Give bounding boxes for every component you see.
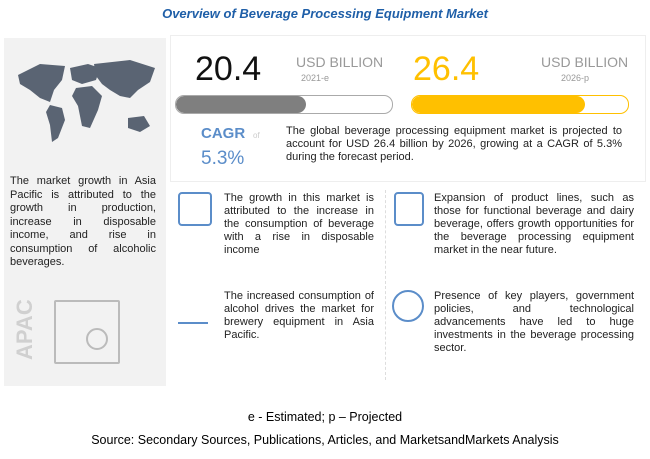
driver-card-4: Presence of key players, government poli…	[434, 290, 634, 354]
cagr-value: 5.3%	[201, 148, 245, 169]
year-2021: 2021-e	[301, 73, 330, 83]
progress-fill-2021	[176, 96, 306, 113]
unit-2021: USD BILLION	[296, 54, 384, 70]
progress-bar-2026	[411, 95, 629, 114]
driver-card-3: The increased consumption of alcohol dri…	[224, 290, 374, 341]
region-label: APAC	[12, 299, 37, 360]
driver-card-2: Expansion of product lines, such as thos…	[434, 192, 634, 256]
world-map-icon	[18, 60, 155, 142]
money-icon	[394, 192, 424, 226]
chart-analysis-icon	[178, 192, 212, 226]
apac-description: The market growth in Asia Pacific is att…	[10, 175, 156, 268]
divider	[385, 190, 386, 380]
magnifier-icon	[86, 328, 108, 350]
market-summary: The global beverage processing equipment…	[286, 125, 622, 163]
value-2021: 20.4	[195, 50, 262, 88]
cagr-label: CAGR	[201, 125, 246, 142]
year-2026: 2026-p	[561, 73, 590, 83]
market-stats-panel: 20.4 USD BILLION 2021-e 26.4 USD BILLION…	[170, 35, 646, 182]
page-title: Overview of Beverage Processing Equipmen…	[162, 6, 488, 21]
legend-note: e - Estimated; p – Projected	[247, 410, 403, 424]
unit-2026: USD BILLION	[541, 54, 629, 70]
driver-card-1: The growth in this market is attributed …	[224, 192, 374, 256]
cagr-of: of	[253, 131, 260, 140]
apac-analysis-icon	[54, 300, 120, 364]
globe-icon	[392, 290, 424, 322]
progress-fill-2026	[412, 96, 585, 113]
value-2026: 26.4	[413, 50, 480, 88]
dollar-growth-icon	[178, 290, 208, 324]
left-panel	[4, 38, 166, 386]
progress-bar-2021	[175, 95, 393, 114]
source-note: Source: Secondary Sources, Publications,…	[91, 433, 559, 447]
